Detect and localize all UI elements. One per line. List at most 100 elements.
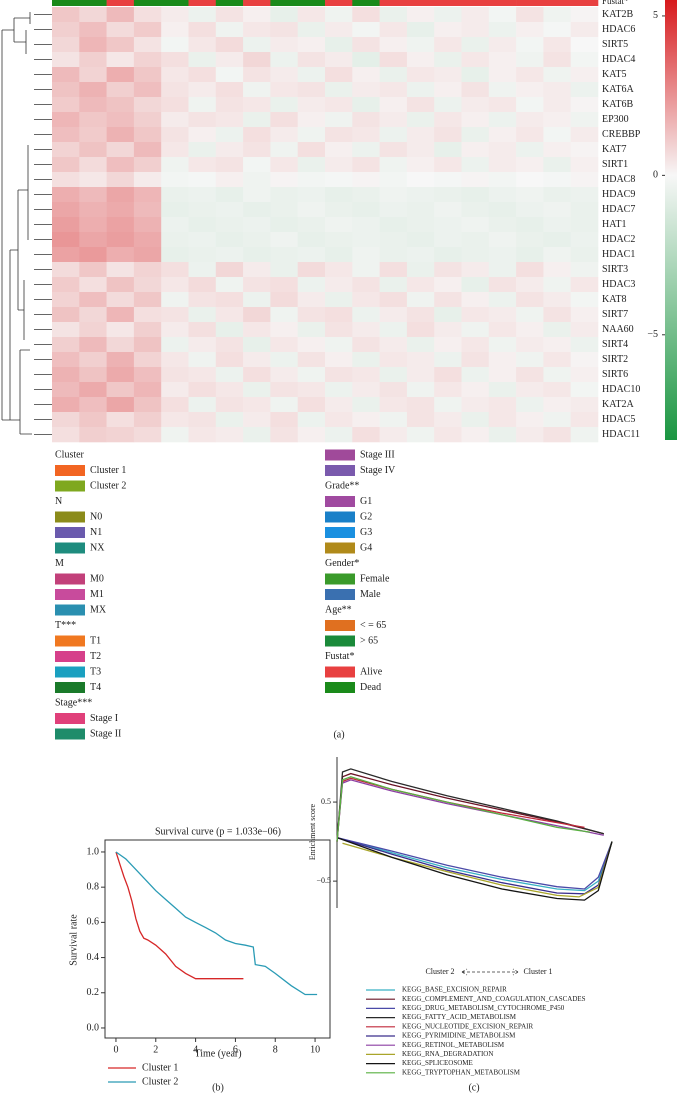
heatmap-cell — [79, 97, 107, 113]
row-label: KAT2A — [602, 399, 634, 410]
heatmap-cell — [488, 217, 517, 233]
legend-label: T4 — [90, 682, 101, 693]
heatmap-cell — [106, 127, 135, 143]
heatmap-cell — [297, 337, 326, 353]
heatmap-cell — [188, 217, 217, 233]
heatmap-cell — [570, 67, 599, 83]
legend-label: Cluster 1 — [142, 1062, 178, 1073]
y-axis-label: Survival rate — [68, 914, 79, 966]
heatmap-cell — [215, 247, 244, 263]
heatmap-cell — [434, 307, 462, 323]
legend-label: KEGG_COMPLEMENT_AND_COAGULATION_CASCADES — [402, 995, 586, 1003]
row-label: HDAC2 — [602, 234, 635, 245]
heatmap-cell — [543, 247, 571, 263]
heatmap-cell — [106, 217, 135, 233]
heatmap-cell — [379, 367, 408, 383]
annotation-cell — [79, 0, 107, 6]
heatmap-cell — [243, 412, 271, 428]
heatmap-cell — [325, 187, 353, 203]
heatmap-cell — [161, 67, 189, 83]
heatmap-cell — [243, 97, 271, 113]
heatmap-cell — [270, 412, 298, 428]
heatmap-cell — [79, 427, 107, 443]
heatmap-cell — [297, 127, 326, 143]
heatmap-cell — [297, 82, 326, 98]
heatmap-cell — [352, 187, 380, 203]
row-label: HDAC11 — [602, 429, 640, 440]
heatmap-cell — [406, 97, 435, 113]
heatmap-cell — [161, 172, 189, 188]
legend-label: Female — [360, 573, 390, 584]
curve — [336, 776, 591, 842]
heatmap-cell — [379, 262, 408, 278]
heatmap-cell — [106, 412, 135, 428]
legend-label: G4 — [360, 542, 372, 553]
heatmap-cell — [516, 292, 544, 308]
legend-label: Stage IV — [360, 465, 396, 476]
heatmap-cell — [52, 37, 80, 53]
x-tick-label: 2 — [153, 1044, 158, 1055]
heatmap-cell — [352, 352, 380, 368]
heatmap-cell — [434, 412, 462, 428]
heatmap-cell — [488, 97, 517, 113]
heatmap-cell — [325, 277, 353, 293]
heatmap-cell — [52, 322, 80, 338]
heatmap-cell — [406, 127, 435, 143]
heatmap-cell — [133, 367, 162, 383]
heatmap-cell — [215, 82, 244, 98]
heatmap-cell — [188, 367, 217, 383]
heatmap-cell — [106, 232, 135, 248]
heatmap-cell — [270, 232, 298, 248]
heatmap-cell — [270, 322, 298, 338]
heatmap-cell — [543, 7, 571, 23]
heatmap-cell — [106, 427, 135, 443]
heatmap-cell — [434, 112, 462, 128]
heatmap-cell — [52, 262, 80, 278]
heatmap-cell — [570, 22, 599, 38]
curve — [336, 772, 604, 842]
heatmap-cell — [133, 142, 162, 158]
heatmap-cell — [52, 277, 80, 293]
heatmap-cell — [543, 217, 571, 233]
heatmap-cell — [461, 292, 490, 308]
panel-label: (a) — [333, 729, 344, 740]
heatmap-cell — [379, 157, 408, 173]
legend-swatch — [55, 542, 85, 554]
heatmap-cell — [352, 217, 380, 233]
heatmap-cell — [488, 52, 517, 68]
heatmap-cell — [543, 322, 571, 338]
heatmap-cell — [215, 127, 244, 143]
annotation-cell — [161, 0, 189, 6]
heatmap-cell — [161, 322, 189, 338]
heatmap-cell — [325, 262, 353, 278]
legend-swatch — [55, 465, 85, 476]
heatmap-cell — [270, 292, 298, 308]
heatmap-cell — [215, 382, 244, 398]
annotation-cell — [488, 0, 517, 6]
heatmap-cell — [79, 262, 107, 278]
heatmap-cell — [434, 7, 462, 23]
heatmap-cell — [325, 127, 353, 143]
heatmap-cell — [297, 262, 326, 278]
heatmap-cell — [570, 322, 599, 338]
heatmap-cell — [325, 97, 353, 113]
heatmap-cell — [543, 127, 571, 143]
heatmap-cell — [79, 367, 107, 383]
heatmap-cell — [406, 397, 435, 413]
heatmap-cell — [352, 322, 380, 338]
heatmap-cell — [243, 202, 271, 218]
legend-label: KEGG_TRYPTOPHAN_METABOLISM — [402, 1068, 521, 1076]
heatmap-cell — [516, 157, 544, 173]
heatmap-cell — [543, 277, 571, 293]
heatmap-cell — [570, 157, 599, 173]
legend-label: < = 65 — [360, 620, 386, 631]
heatmap-cell — [161, 232, 189, 248]
heatmap-cell — [297, 427, 326, 443]
y-tick-label: 0.2 — [87, 987, 100, 998]
annotation-cell — [297, 0, 326, 6]
heatmap-cell — [488, 367, 517, 383]
heatmap-cell — [243, 52, 271, 68]
heatmap-cell — [106, 67, 135, 83]
heatmap-cell — [79, 352, 107, 368]
heatmap-cell — [79, 217, 107, 233]
